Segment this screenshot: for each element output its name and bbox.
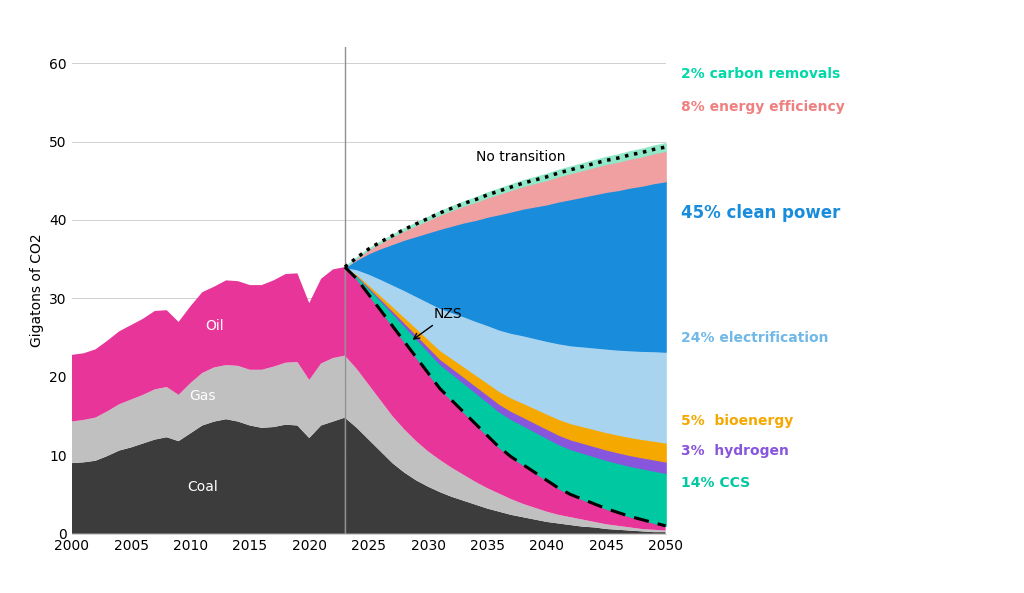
Text: 14% CCS: 14% CCS	[681, 476, 751, 490]
Text: 3%  hydrogen: 3% hydrogen	[681, 444, 788, 458]
Text: Gas: Gas	[189, 390, 216, 403]
Text: NZS: NZS	[414, 307, 463, 339]
Text: No transition: No transition	[475, 150, 565, 164]
Text: 45% clean power: 45% clean power	[681, 205, 841, 222]
Text: 8% energy efficiency: 8% energy efficiency	[681, 100, 845, 114]
Text: Coal: Coal	[187, 480, 218, 493]
Text: Oil: Oil	[205, 319, 223, 333]
Text: 2% carbon removals: 2% carbon removals	[681, 67, 841, 81]
Text: 24% electrification: 24% electrification	[681, 331, 828, 345]
Text: 5%  bioenergy: 5% bioenergy	[681, 414, 794, 428]
Y-axis label: Gigatons of CO2: Gigatons of CO2	[30, 234, 44, 347]
